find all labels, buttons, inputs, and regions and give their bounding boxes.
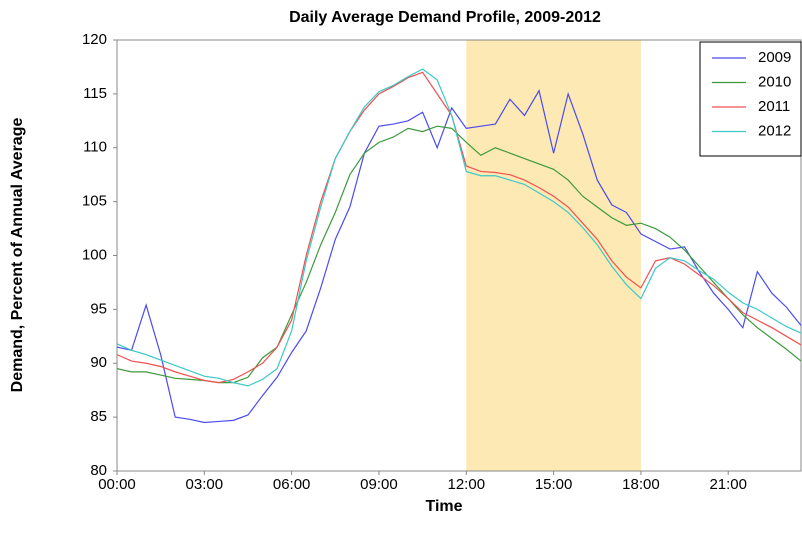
legend-label: 2010: [758, 73, 791, 90]
legend-label: 2012: [758, 122, 791, 139]
y-tick-label: 95: [90, 300, 107, 317]
x-tick-label: 09:00: [360, 476, 398, 493]
x-axis-label: Time: [425, 498, 462, 515]
series-line: [116, 125, 802, 384]
chart-title: Daily Average Demand Profile, 2009-2012: [289, 9, 601, 26]
plot-frame: [116, 39, 802, 472]
y-tick-label: 80: [90, 462, 107, 479]
series-line: [116, 89, 802, 424]
series-line: [116, 71, 802, 384]
legend-label: 2011: [758, 98, 790, 115]
highlight-band: [466, 40, 641, 471]
y-axis-label: Demand, Percent of Annual Average: [9, 118, 26, 393]
y-tick-label: 85: [90, 408, 107, 425]
y-tick-label: 120: [82, 31, 107, 48]
y-tick-label: 90: [90, 354, 107, 371]
x-tick-label: 15:00: [535, 476, 573, 493]
x-tick-label: 12:00: [448, 476, 486, 493]
y-tick-label: 100: [82, 246, 107, 263]
x-tick-label: 00:00: [98, 476, 136, 493]
series-line: [116, 68, 802, 387]
y-tick-label: 105: [82, 193, 107, 210]
y-tick-label: 110: [83, 139, 107, 156]
y-tick-label: 115: [83, 85, 107, 102]
legend-label: 2009: [758, 49, 791, 66]
x-tick-label: 03:00: [186, 476, 224, 493]
x-tick-label: 21:00: [709, 476, 747, 493]
x-tick-label: 06:00: [273, 476, 311, 493]
x-tick-label: 18:00: [622, 476, 660, 493]
legend-box: [699, 41, 802, 157]
